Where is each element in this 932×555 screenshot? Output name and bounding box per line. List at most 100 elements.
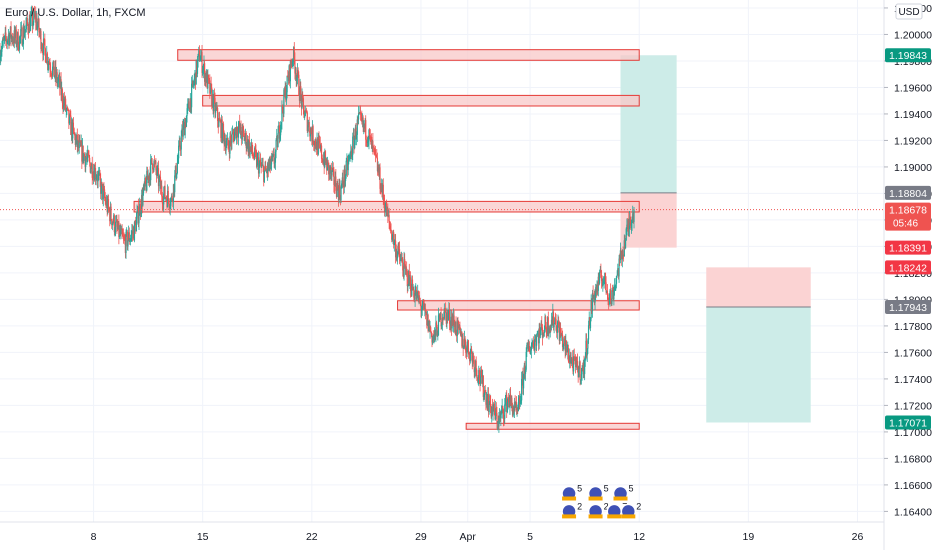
candle-body [191,83,193,108]
candle-body [348,158,350,162]
candle-body [476,377,479,380]
position-tools[interactable] [620,55,811,423]
candle-body [342,177,344,185]
candle-body [116,226,119,229]
candle-body [256,157,258,167]
candle-body [69,114,71,116]
candle-body [296,77,298,81]
candle-body [37,19,39,26]
event-flag-band [562,514,577,519]
candle-body [60,79,62,96]
candle-body [345,160,347,176]
event-flag-band [613,496,628,501]
candle-body [283,89,285,114]
candle-body [492,409,494,415]
candle-body [79,141,82,147]
candle-body [556,330,558,333]
candle-body [419,297,421,301]
candle-body [350,150,352,153]
candle-body [58,76,60,80]
candle-body [445,309,447,313]
candle-body [464,338,466,345]
candle-body [35,17,37,23]
candle-body [361,117,364,122]
price-label-text: 1.17071 [889,418,927,430]
candle-body [554,317,557,320]
candle-body [367,141,369,143]
candle-body [147,175,149,180]
candle-body [251,142,253,153]
candle-body [508,401,510,408]
candle-body [506,394,508,413]
candle-body [469,351,471,362]
candle-body [276,135,278,148]
candle-body [396,251,398,259]
candle-body [402,262,404,271]
candle-body [208,78,210,81]
candle-body [196,60,199,74]
candle-body [174,175,176,193]
events[interactable]: 5552272 [561,484,641,520]
candle-body [124,238,126,242]
candle-body [280,124,282,136]
candle-body [120,228,123,230]
candle-body [350,150,353,157]
candle-body [379,167,381,189]
currency-badge[interactable] [895,3,923,20]
price-axis[interactable]: 1.202001.200001.198001.196001.194001.192… [883,0,932,550]
candle-body [400,258,403,259]
candle-body [266,170,268,174]
candle-body [402,270,405,277]
candle-body [66,107,69,109]
candle-body [466,346,468,354]
candle-body [380,184,382,192]
candle-body [200,57,202,61]
supply-demand-zone [397,300,640,311]
candle-body [465,352,468,354]
candle-body [84,156,86,167]
candle-body [397,246,399,253]
zones[interactable] [133,49,640,430]
candle-body [226,138,228,141]
candle-body [240,124,242,135]
candle-body [127,240,129,247]
candle-body [210,83,212,88]
candles [0,5,884,433]
price-label-box [885,415,931,430]
candle-body [372,140,374,147]
price-tick-label: 1.17000 [894,427,932,439]
candle-body [220,119,223,139]
candle-body [565,340,568,352]
candle-body [198,50,201,62]
candle-body [456,333,458,336]
candle-body [218,118,220,127]
candle-body [219,120,221,122]
candle-body [306,111,308,113]
candle-body [433,330,436,336]
candle-body [363,123,366,129]
candle-body [233,134,235,142]
candle-body [496,413,498,424]
candle-body [370,136,372,138]
time-axis[interactable]: 8 15 22 29 Apr 5 12 19 26 [0,521,884,543]
candle-body [160,185,162,189]
event-flag-band [588,496,603,501]
price-tick-label: 1.17800 [894,321,932,333]
candle-body [619,250,621,261]
candle-body [487,394,490,413]
symbol-title[interactable]: Euro / U.S. Dollar, 1h, FXCM [5,7,146,19]
candle-body [435,322,438,328]
candle-body [462,339,464,349]
candle-body [338,185,340,201]
candle-body [97,174,99,182]
candle-body [165,197,167,200]
candle-body [277,133,279,148]
candle-body [624,240,626,249]
event-count: 5 [629,484,634,494]
candle-body [159,176,162,189]
candle-body [154,161,156,163]
candle-body [616,274,618,277]
price-label-box [885,299,931,314]
